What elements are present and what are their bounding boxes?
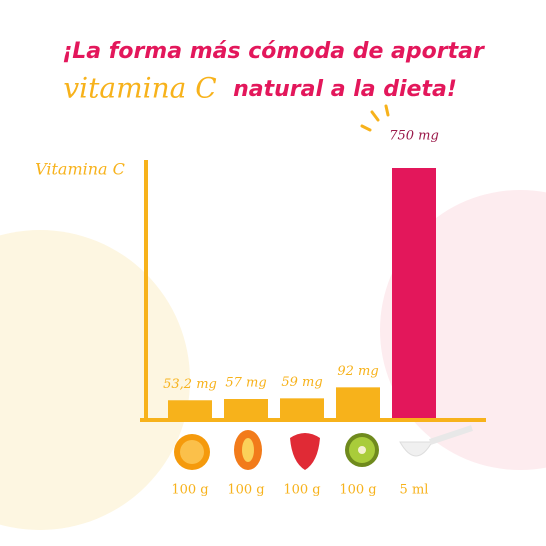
value-label: 57 mg — [225, 376, 266, 391]
value-label: 92 mg — [337, 364, 378, 379]
value-label: 750 mg — [389, 129, 439, 144]
bar — [168, 400, 212, 418]
x-tick-label: 100 g — [283, 483, 320, 498]
sparkle — [360, 104, 390, 132]
x-tick-label: 5 ml — [400, 483, 429, 498]
title-highlight: vitamina C — [63, 72, 216, 105]
y-axis-label: Vitamina C — [35, 160, 125, 179]
x-tick-label: 100 g — [171, 483, 208, 498]
bar — [392, 168, 436, 418]
icons — [174, 425, 473, 470]
bar — [224, 399, 268, 418]
bar — [280, 398, 324, 418]
value-label: 59 mg — [281, 375, 322, 390]
background-blob — [0, 230, 190, 530]
value-label: 53,2 mg — [163, 377, 217, 392]
x-tick-label: 100 g — [227, 483, 264, 498]
x-tick-label: 100 g — [339, 483, 376, 498]
title-rest: natural a la dieta! — [233, 77, 457, 102]
title: ¡La forma más cómoda de aportar — [62, 39, 485, 64]
bar — [336, 387, 380, 418]
